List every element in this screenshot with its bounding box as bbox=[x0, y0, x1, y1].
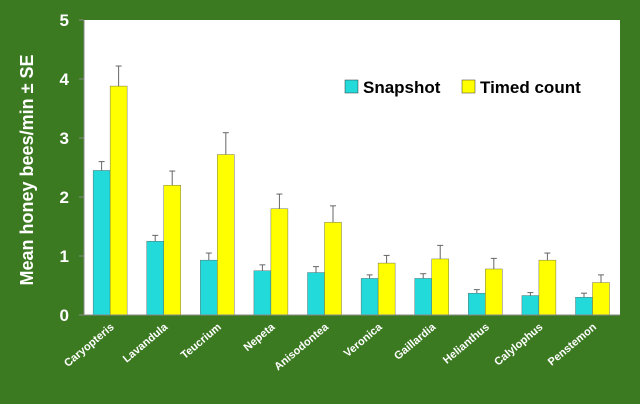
x-tick-3: Nepeta bbox=[242, 321, 278, 354]
x-tick-label-6: Gaillardia bbox=[392, 321, 439, 363]
bar-snapshot-0 bbox=[92, 170, 111, 316]
bar-timed-count-9 bbox=[592, 282, 610, 316]
x-tick-0: Caryopteris bbox=[62, 321, 117, 369]
x-tick-8: Calylophus bbox=[492, 321, 545, 368]
y-tick-label-0: 0 bbox=[60, 306, 69, 325]
y-tick-label-3: 3 bbox=[60, 129, 69, 148]
x-labels-group: Caryopteris Lavandula Teucrium NepetaAnisod… bbox=[62, 321, 599, 374]
legend-swatch-timed-count bbox=[461, 79, 476, 94]
x-tick-label-5: Veronica bbox=[342, 321, 386, 360]
x-tick-label-8: Calylophus bbox=[492, 321, 545, 368]
bar-timed-count-8 bbox=[538, 259, 557, 316]
x-tick-1: Lavandula bbox=[121, 321, 171, 366]
legend: Snapshot Timed count bbox=[344, 78, 581, 97]
bar-timed-count-4 bbox=[324, 222, 342, 316]
bar-snapshot-5 bbox=[360, 278, 379, 316]
bar-snapshot-7 bbox=[468, 292, 486, 316]
x-tick-label-1: Lavandula bbox=[121, 321, 171, 366]
bar-timed-count-5 bbox=[377, 262, 396, 316]
x-tick-label-3: Nepeta bbox=[242, 321, 278, 354]
bar-snapshot-9 bbox=[575, 297, 593, 316]
y-tick-label-5: 5 bbox=[60, 11, 69, 30]
x-tick-6: Gaillardia bbox=[392, 321, 439, 363]
bar-timed-count-2 bbox=[217, 154, 235, 316]
x-tick-label-0: Caryopteris bbox=[62, 321, 117, 369]
bar-snapshot-2 bbox=[200, 259, 218, 316]
x-tick-label-4: Anisodontea bbox=[272, 321, 331, 374]
legend-label-snapshot: Snapshot bbox=[363, 78, 441, 97]
bar-timed-count-6 bbox=[431, 258, 449, 316]
x-tick-4: Anisodontea bbox=[272, 321, 331, 374]
bar-timed-count-7 bbox=[485, 268, 503, 316]
bar-snapshot-3 bbox=[253, 270, 272, 316]
legend-swatch-snapshot bbox=[344, 79, 359, 94]
y-axis-label: Mean honey bees/min ± SE bbox=[17, 55, 37, 286]
bar-snapshot-6 bbox=[414, 278, 432, 316]
y-tick-label-4: 4 bbox=[60, 70, 70, 89]
bar-snapshot-8 bbox=[521, 295, 540, 316]
x-tick-label-2: Teucrium bbox=[179, 321, 224, 362]
x-tick-9: Penstemon bbox=[546, 321, 599, 368]
x-tick-2: Teucrium bbox=[179, 321, 224, 362]
bar-snapshot-1 bbox=[146, 241, 164, 316]
y-ticks-group: 0 1 2 3 4 5 bbox=[60, 11, 84, 325]
x-tick-label-9: Penstemon bbox=[546, 321, 599, 368]
bar-timed-count-3 bbox=[270, 208, 289, 316]
bar-timed-count-1 bbox=[163, 184, 181, 316]
bar-snapshot-4 bbox=[307, 272, 325, 316]
bar-timed-count-0 bbox=[109, 85, 128, 316]
x-tick-5: Veronica bbox=[342, 321, 386, 360]
legend-label-timed-count: Timed count bbox=[480, 78, 581, 97]
x-tick-7: Helianthus bbox=[441, 321, 492, 366]
bars-group bbox=[92, 65, 610, 316]
x-tick-label-7: Helianthus bbox=[441, 321, 492, 366]
y-tick-label-1: 1 bbox=[60, 247, 69, 266]
y-tick-label-2: 2 bbox=[60, 188, 69, 207]
